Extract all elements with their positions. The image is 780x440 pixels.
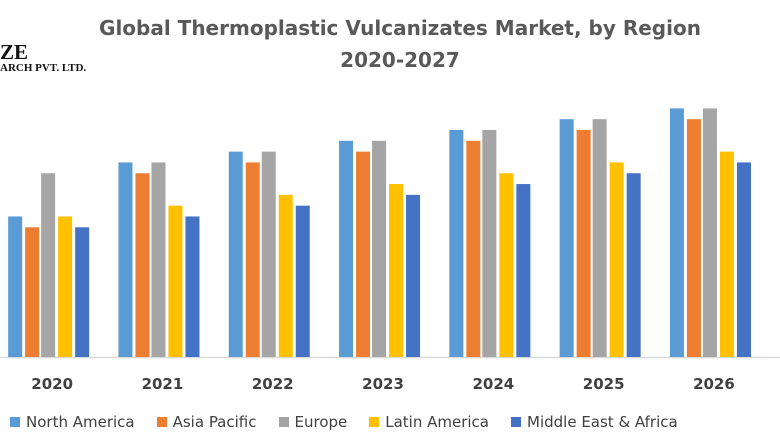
legend-label: Asia Pacific xyxy=(172,413,257,431)
bar-2026-middle-east-africa xyxy=(736,162,751,357)
bar-2026-asia-pacific xyxy=(686,119,701,357)
legend-item: Asia Pacific xyxy=(156,413,257,431)
bar-2022-north-america xyxy=(228,151,243,357)
bar-2026-europe xyxy=(702,108,717,357)
bar-2023-europe xyxy=(372,140,387,357)
logo: ZE xyxy=(0,40,29,64)
bar-2024-middle-east-africa xyxy=(516,184,531,357)
x-tick-label: 2021 xyxy=(142,375,184,393)
legend-label: Europe xyxy=(294,413,348,431)
bar-2020-europe xyxy=(41,173,56,357)
bar-2021-europe xyxy=(151,162,166,357)
bar-2025-asia-pacific xyxy=(576,129,591,357)
legend-label: North America xyxy=(26,413,135,431)
bar-2021-north-america xyxy=(118,162,133,357)
bar-2026-latin-america xyxy=(719,151,734,357)
bar-2023-latin-america xyxy=(389,184,404,357)
bar-2024-latin-america xyxy=(499,173,514,357)
legend: North America Asia Pacific Europe Latin Ame… xyxy=(10,413,678,431)
bar-2021-latin-america xyxy=(168,205,183,357)
bar-2020-middle-east-africa xyxy=(75,227,90,357)
bar-2025-europe xyxy=(592,119,607,357)
x-tick-label: 2022 xyxy=(252,375,294,393)
bar-2020-asia-pacific xyxy=(25,227,40,357)
bar-2021-middle-east-africa xyxy=(185,216,200,357)
legend-swatch xyxy=(156,417,167,427)
x-tick-label: 2024 xyxy=(472,375,514,393)
bar-2024-asia-pacific xyxy=(466,140,481,357)
x-tick-label: 2026 xyxy=(693,375,735,393)
bar-2022-latin-america xyxy=(278,194,293,357)
chart-subtitle: 2020-2027 xyxy=(340,48,460,72)
legend-item: North America xyxy=(10,413,135,431)
legend-item: Europe xyxy=(278,413,348,431)
legend-swatch xyxy=(10,417,20,427)
bar-2023-north-america xyxy=(339,140,354,357)
bar-2023-middle-east-africa xyxy=(406,194,421,357)
bar-2025-north-america xyxy=(559,119,574,357)
legend-swatch xyxy=(278,417,289,427)
bar-2024-north-america xyxy=(449,129,464,357)
bar-2020-latin-america xyxy=(58,216,73,357)
legend-item: Latin America xyxy=(369,413,489,431)
legend-item: Middle East & Africa xyxy=(511,413,678,431)
legend-swatch xyxy=(511,417,521,427)
legend-label: Latin America xyxy=(385,413,489,431)
bar-2020-north-america xyxy=(8,216,23,357)
x-tick-label: 2020 xyxy=(31,375,73,393)
bar-2022-europe xyxy=(261,151,276,357)
bar-2025-latin-america xyxy=(609,162,624,357)
bar-2021-asia-pacific xyxy=(135,173,150,357)
legend-swatch xyxy=(369,417,380,427)
x-tick-label: 2023 xyxy=(362,375,404,393)
bar-2025-middle-east-africa xyxy=(626,173,641,357)
bar-2022-middle-east-africa xyxy=(295,205,310,357)
bar-2022-asia-pacific xyxy=(245,162,260,357)
bar-2026-north-america xyxy=(669,108,684,357)
bar-2023-asia-pacific xyxy=(356,151,371,357)
x-tick-label: 2025 xyxy=(583,375,625,393)
logo-subtext: ARCH PVT. LTD. xyxy=(0,62,87,74)
chart-title: Global Thermoplastic Vulcanizates Market… xyxy=(99,16,701,40)
bar-2024-europe xyxy=(482,129,497,357)
legend-label: Middle East & Africa xyxy=(527,413,678,431)
